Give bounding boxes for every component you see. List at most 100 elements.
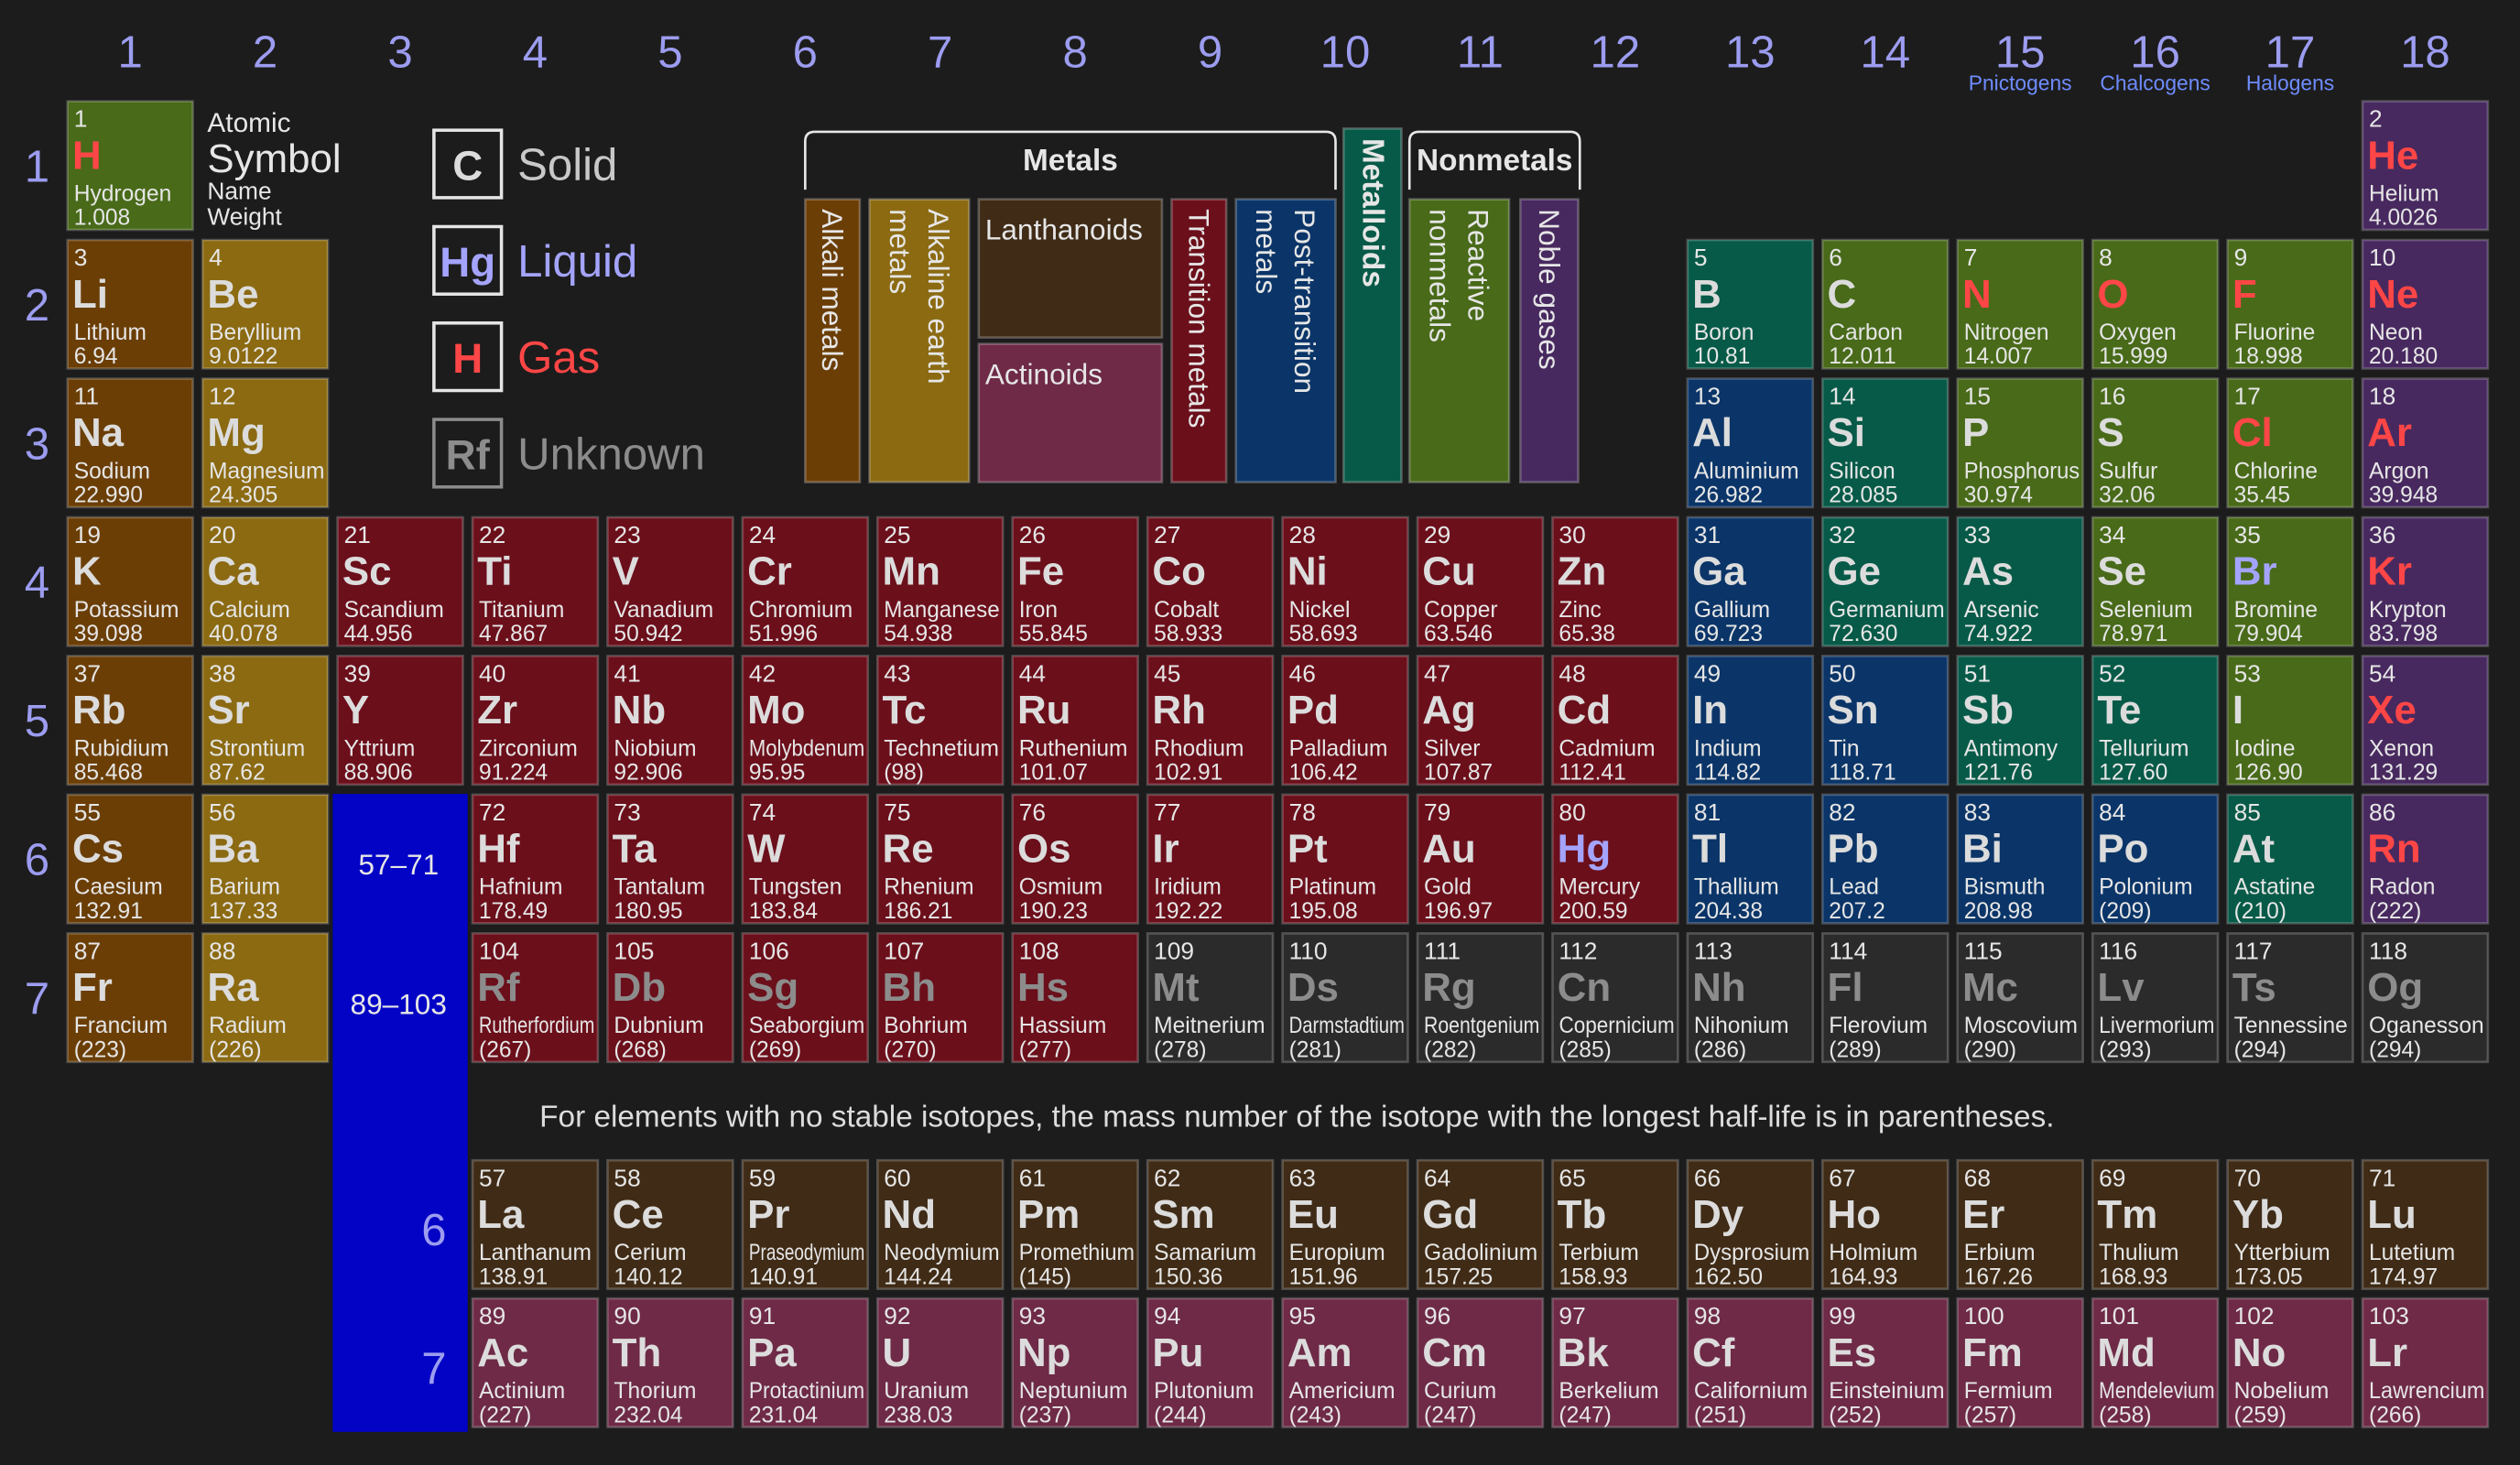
element-name: Polonium bbox=[2099, 875, 2192, 900]
atomic-weight: 121.76 bbox=[1964, 761, 2033, 786]
element-box bbox=[201, 932, 330, 1064]
atomic-weight: 207.2 bbox=[1829, 899, 1885, 924]
element-symbol: Ta bbox=[613, 827, 657, 872]
element-symbol: Sb bbox=[1962, 688, 2014, 732]
element-symbol: Cf bbox=[1692, 1330, 1735, 1375]
atomic-number: 11 bbox=[74, 383, 99, 410]
atomic-number: 58 bbox=[614, 1164, 640, 1191]
category-label: Transition metals bbox=[1182, 209, 1215, 428]
element-box bbox=[336, 655, 464, 787]
atomic-weight: 65.38 bbox=[1559, 622, 1614, 646]
element-box bbox=[606, 932, 734, 1064]
atomic-number: 39 bbox=[344, 660, 371, 688]
element-name: Dysprosium bbox=[1694, 1241, 1809, 1265]
element-box bbox=[875, 655, 1005, 787]
atomic-weight: (244) bbox=[1154, 1403, 1206, 1427]
element-symbol: Rf bbox=[477, 965, 520, 1010]
element-symbol: B bbox=[1692, 272, 1722, 317]
atomic-number: 67 bbox=[1829, 1164, 1855, 1191]
atomic-weight: (268) bbox=[614, 1038, 666, 1063]
atomic-number: 98 bbox=[1694, 1302, 1721, 1329]
element-box bbox=[2226, 515, 2354, 647]
element-symbol: As bbox=[1962, 549, 2014, 594]
element-name: Sodium bbox=[74, 459, 150, 483]
element-name: Strontium bbox=[209, 736, 305, 761]
element-box bbox=[1551, 1297, 1679, 1428]
atomic-number: 75 bbox=[884, 798, 910, 826]
element-box bbox=[1551, 1158, 1679, 1290]
element-name: Copernicium bbox=[1559, 1014, 1674, 1038]
element-symbol: Lv bbox=[2097, 965, 2145, 1010]
atomic-number: 62 bbox=[1154, 1164, 1180, 1191]
element-name: Samarium bbox=[1154, 1241, 1256, 1265]
element-symbol: Lu bbox=[2367, 1192, 2417, 1237]
element-box bbox=[66, 515, 194, 647]
atomic-number: 44 bbox=[1019, 660, 1046, 688]
element-name: Gallium bbox=[1694, 598, 1770, 623]
state-label: Gas bbox=[517, 333, 600, 383]
element-name: Terbium bbox=[1559, 1241, 1638, 1265]
element-box bbox=[875, 1297, 1005, 1428]
element-name: Nickel bbox=[1289, 598, 1351, 623]
atomic-weight: (98) bbox=[884, 761, 924, 786]
atomic-weight: (278) bbox=[1154, 1038, 1206, 1063]
atomic-weight: 101.07 bbox=[1019, 761, 1088, 786]
group-number: 10 bbox=[1320, 28, 1371, 78]
element-box bbox=[1416, 515, 1545, 647]
atomic-number: 105 bbox=[614, 937, 654, 964]
element-box bbox=[1956, 238, 2084, 370]
atomic-weight: 238.03 bbox=[884, 1403, 952, 1427]
atomic-weight: 26.982 bbox=[1694, 483, 1763, 508]
element-name: Fluorine bbox=[2234, 320, 2316, 345]
atomic-number: 19 bbox=[74, 521, 101, 548]
element-symbol: Ge bbox=[1828, 549, 1882, 594]
element-box bbox=[1820, 655, 1950, 787]
atomic-weight: 10.81 bbox=[1694, 344, 1750, 369]
atomic-number: 117 bbox=[2234, 937, 2273, 964]
element-box bbox=[1416, 1158, 1545, 1290]
atomic-weight: 140.12 bbox=[614, 1264, 682, 1289]
atomic-weight: 138.91 bbox=[479, 1264, 548, 1289]
state-symbol: H bbox=[452, 335, 483, 382]
element-name: Livermorium bbox=[2099, 1014, 2214, 1038]
element-box bbox=[1820, 1297, 1950, 1428]
atomic-number: 82 bbox=[1829, 798, 1855, 826]
atomic-number: 104 bbox=[479, 937, 519, 964]
element-box bbox=[2091, 377, 2220, 509]
element-symbol: No bbox=[2232, 1330, 2286, 1375]
atomic-weight: 164.93 bbox=[1829, 1264, 1897, 1289]
group-number: 16 bbox=[2130, 28, 2180, 78]
element-symbol: Cs bbox=[72, 827, 124, 872]
element-name: Germanium bbox=[1829, 598, 1944, 623]
element-symbol: Tl bbox=[1692, 827, 1728, 872]
key-weight: Weight bbox=[207, 203, 282, 231]
atomic-weight: 162.50 bbox=[1694, 1264, 1763, 1289]
element-box bbox=[1686, 238, 1815, 370]
element-name: Oxygen bbox=[2099, 320, 2177, 345]
element-name: Bohrium bbox=[884, 1014, 967, 1038]
element-symbol: Bh bbox=[883, 965, 936, 1010]
element-symbol: Rg bbox=[1422, 965, 1475, 1010]
element-name: Technetium bbox=[884, 736, 999, 761]
element-box bbox=[2361, 1297, 2490, 1428]
element-symbol: He bbox=[2367, 133, 2418, 178]
element-name: Plutonium bbox=[1154, 1379, 1254, 1404]
